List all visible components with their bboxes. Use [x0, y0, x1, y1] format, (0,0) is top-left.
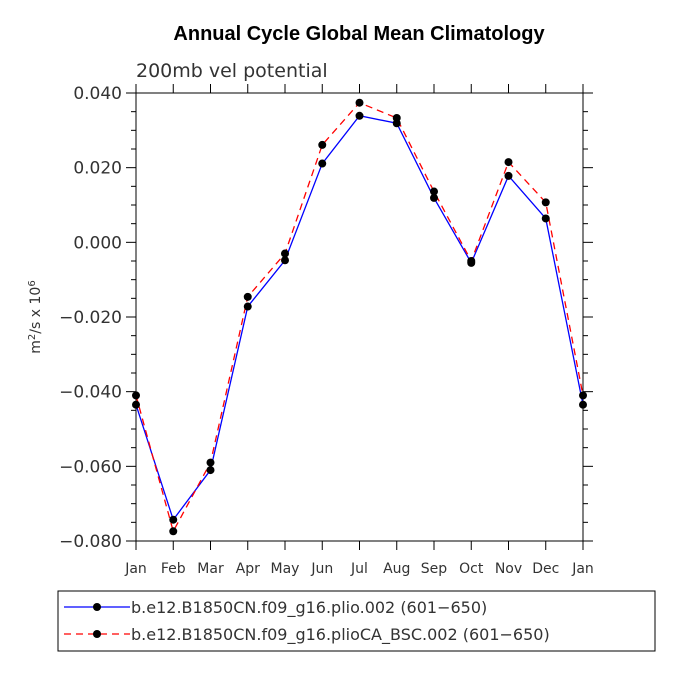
series-2-point: [504, 158, 513, 167]
legend-label-series-1: b.e12.B1850CN.f09_g16.plio.002 (601−650): [131, 598, 487, 618]
chart-title: Annual Cycle Global Mean Climatology: [173, 23, 545, 45]
legend-label-series-2: b.e12.B1850CN.f09_g16.plioCA_BSC.002 (60…: [131, 625, 550, 645]
y-tick-label: 0.020: [73, 159, 122, 179]
series-2-point: [243, 292, 252, 301]
legend-marker-series-2: [93, 630, 101, 638]
series-1-point: [206, 466, 215, 475]
y-tick-label: −0.080: [59, 532, 122, 552]
x-tick-label: Jun: [310, 561, 333, 577]
series-1-point: [281, 256, 289, 265]
x-tick-label: Jan: [124, 561, 147, 577]
x-tick-label: Mar: [197, 561, 224, 577]
series-2-point: [318, 140, 327, 149]
series-layer: [132, 98, 587, 536]
series-line-2: [135, 101, 584, 534]
series-1-point: [318, 159, 327, 168]
legend: b.e12.B1850CN.f09_g16.plio.002 (601−650)…: [57, 590, 656, 652]
series-1-point: [169, 515, 178, 524]
x-tick-label: Nov: [495, 561, 522, 577]
y-tick-label: −0.040: [59, 383, 122, 403]
series-2-point: [467, 257, 476, 265]
series-line-1: [135, 115, 584, 522]
series-2-point: [132, 391, 140, 400]
series-1-point: [504, 171, 513, 180]
y-axis-label-exp2: 6: [27, 280, 38, 286]
y-tick-label: 0.040: [73, 84, 122, 104]
legend-box: [57, 590, 656, 652]
series-2-point: [169, 527, 178, 536]
series-1-point: [243, 302, 252, 311]
series-1-point: [541, 214, 550, 223]
series-2-point: [355, 98, 364, 107]
y-tick-label: −0.020: [59, 308, 122, 328]
plot-frame: [135, 92, 584, 542]
series-2-point: [541, 198, 550, 207]
x-tick-label: Jul: [350, 561, 368, 577]
x-tick-label: Apr: [236, 561, 260, 577]
y-axis-label-exp1: 2: [27, 334, 38, 340]
x-tick-label: Feb: [161, 561, 186, 577]
series-1-point: [579, 400, 587, 409]
series-1-point: [132, 400, 140, 409]
y-axis-label-mid: /s x 10: [28, 287, 44, 334]
legend-marker-series-1: [93, 603, 101, 611]
x-tick-label: Oct: [459, 561, 484, 577]
x-tick-label: Jan: [571, 561, 594, 577]
y-tick-label: 0.000: [73, 233, 122, 253]
series-2-point: [579, 391, 587, 400]
series-2-point: [281, 249, 289, 258]
series-2-point: [392, 114, 401, 123]
y-tick-label: −0.060: [59, 457, 122, 477]
series-1-point: [430, 193, 438, 202]
y-axis-label: m2/s x 106: [27, 280, 45, 353]
series-2-point: [430, 187, 438, 196]
x-tick-label: Aug: [383, 561, 410, 577]
y-axis-ticks: 0.040 0.020 0.000 −0.020 −0.040 −0.060 −0.080: [59, 84, 593, 552]
y-axis-label-base: m: [28, 340, 44, 354]
series-2-point: [206, 458, 215, 467]
x-tick-label: Sep: [421, 561, 448, 577]
series-1-point: [355, 111, 364, 120]
chart-subtitle: 200mb vel potential: [136, 60, 328, 82]
x-axis-ticks: Jan Feb Mar Apr May Jun Jul Aug Sep Oct Nov Dec Jan: [124, 84, 594, 577]
x-tick-label: Dec: [532, 561, 559, 577]
x-tick-label: May: [271, 561, 300, 577]
